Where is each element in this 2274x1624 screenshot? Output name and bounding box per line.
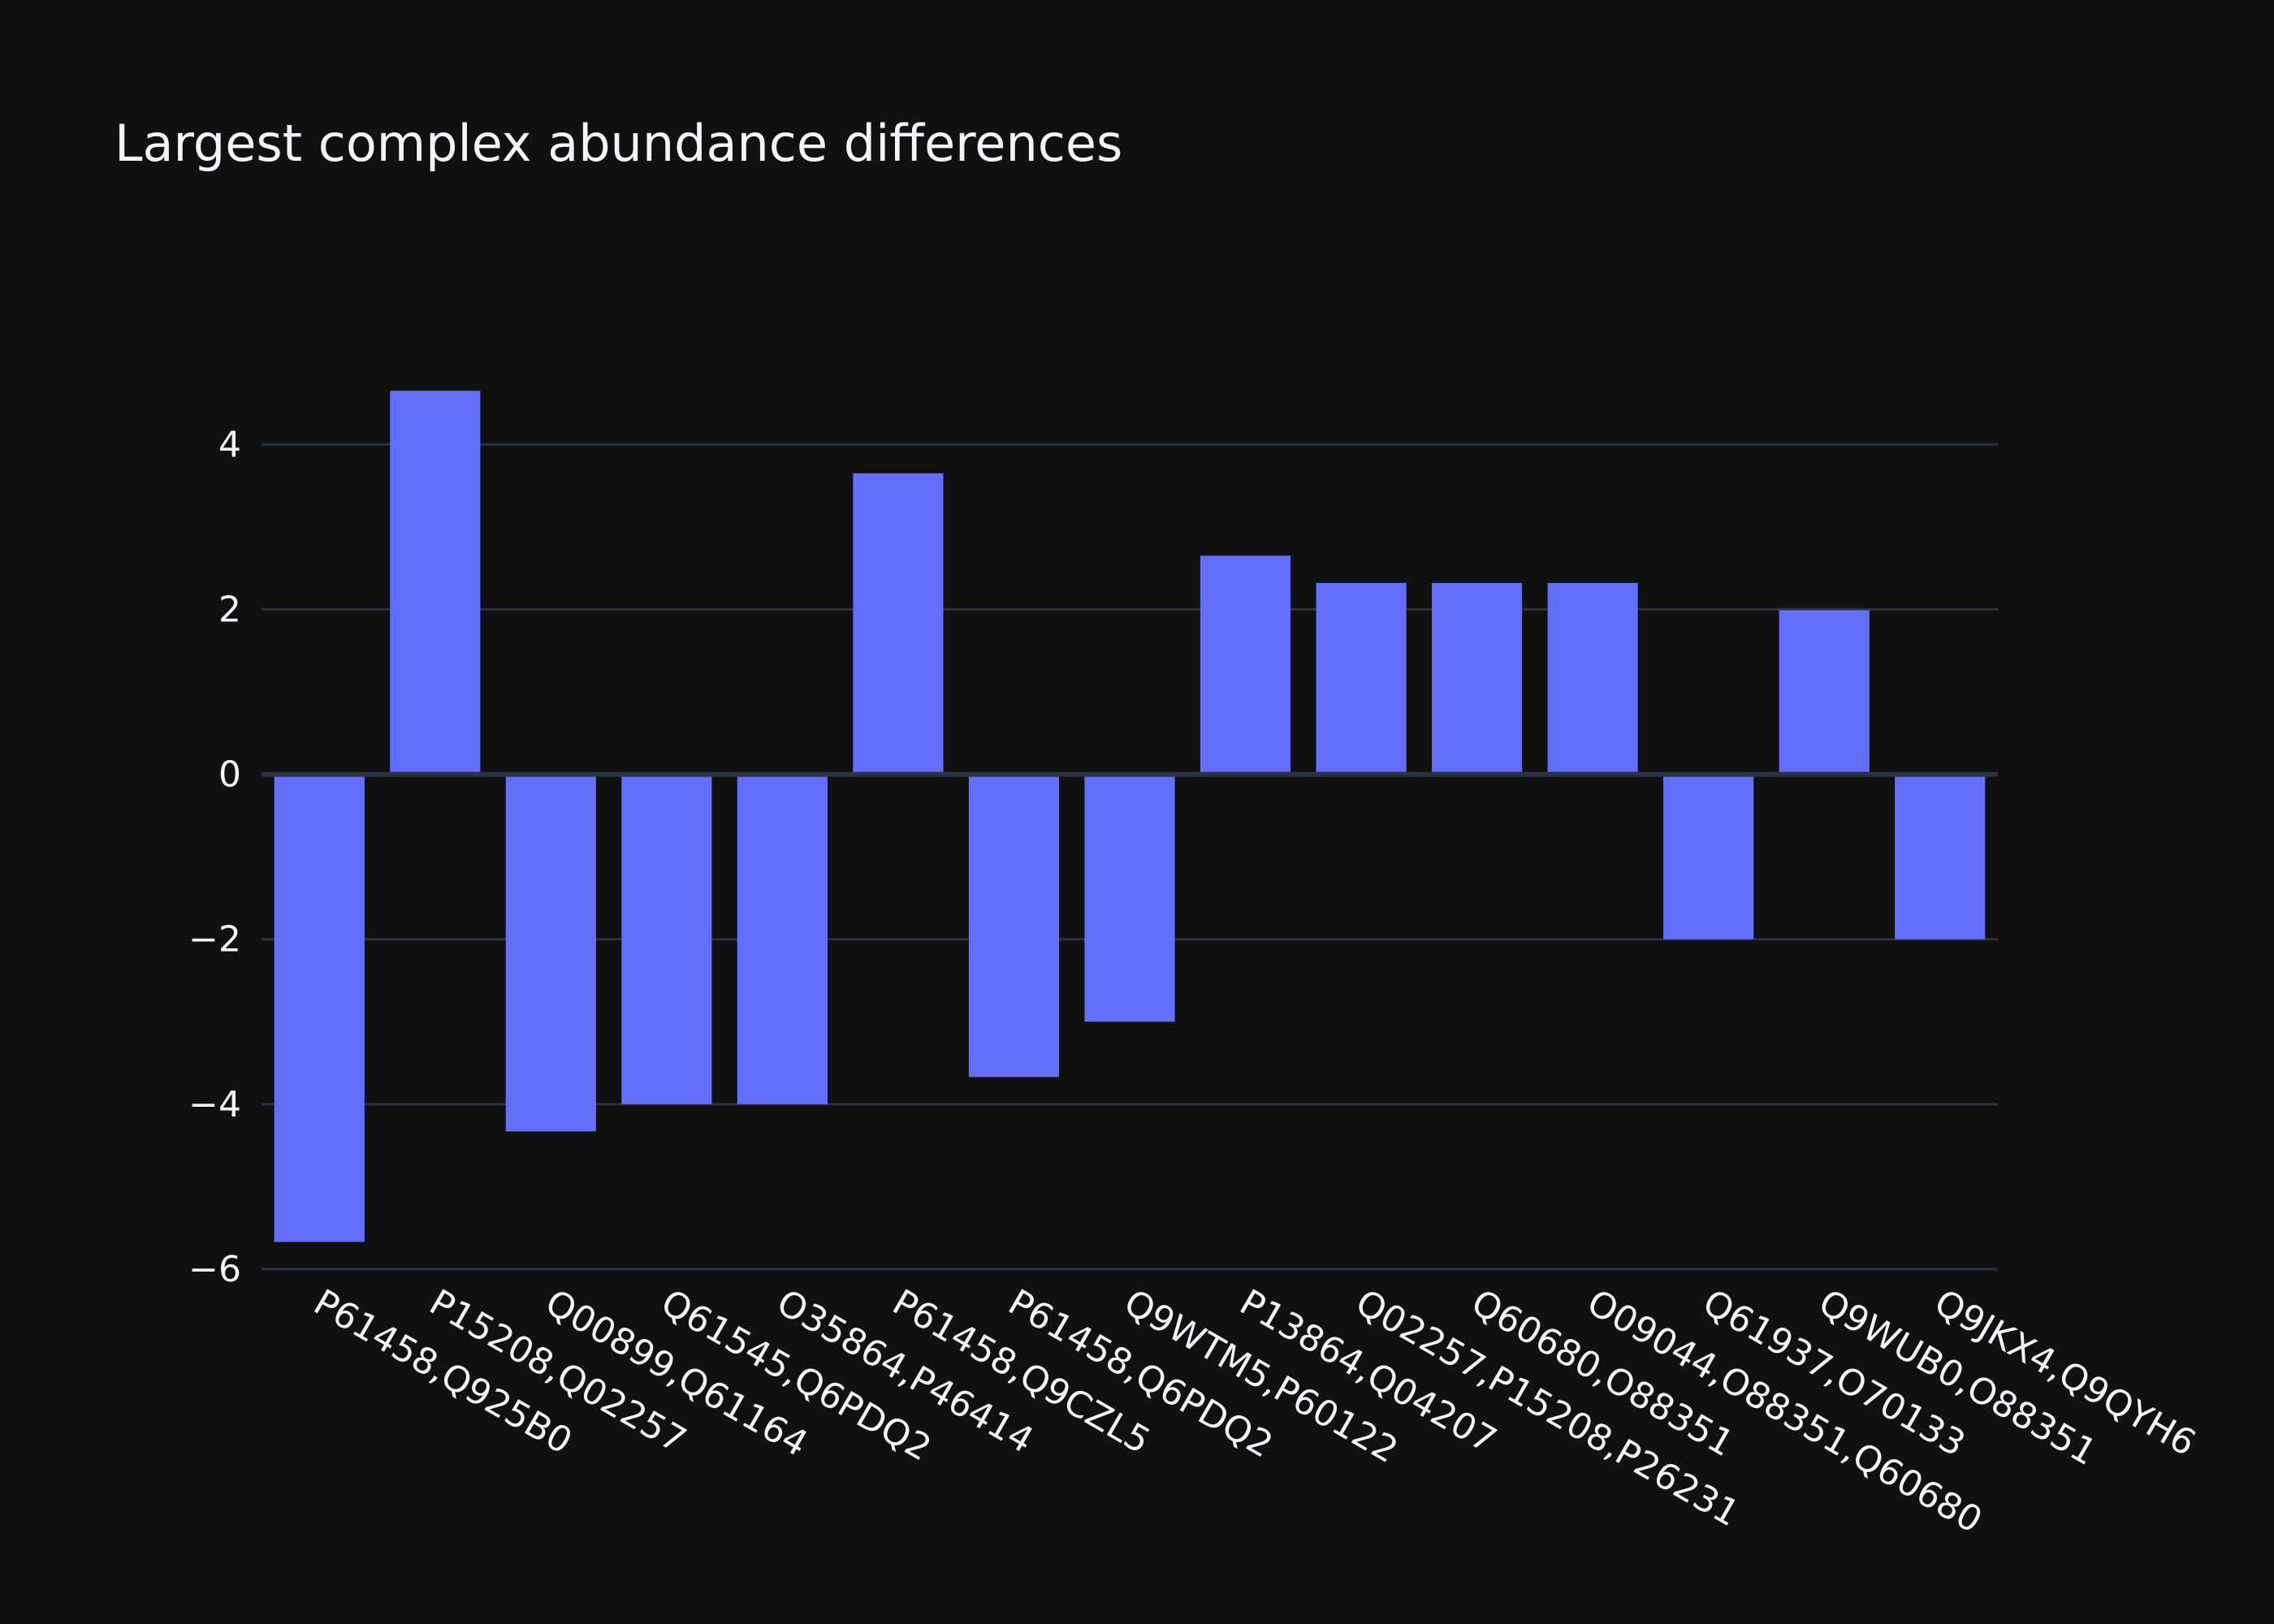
bar: [1432, 582, 1523, 775]
bar: [505, 774, 596, 1132]
bar: [968, 774, 1060, 1078]
bar: [1084, 774, 1175, 1022]
y-tick-label: −2: [188, 919, 241, 961]
bar: [853, 473, 944, 775]
bars: [274, 391, 1986, 1242]
bar: [1200, 555, 1291, 775]
bar: [1895, 774, 1986, 939]
chart-title: Largest complex abundance differences: [115, 114, 1122, 173]
bar: [390, 391, 481, 775]
bar: [274, 774, 365, 1242]
bar: [737, 774, 828, 1104]
x-axis-ticks: P61458,Q925B0P15208,Q02257Q00899,Q61164Q…: [307, 1281, 2203, 1541]
y-tick-label: −4: [188, 1084, 241, 1125]
bar: [1316, 582, 1407, 775]
y-axis-ticks: −6 −4 −2 0 2 4: [188, 424, 241, 1290]
y-tick-label: 2: [218, 589, 241, 630]
bar: [1663, 774, 1754, 939]
bar: [1547, 582, 1638, 775]
bar: [621, 774, 712, 1104]
y-tick-label: 0: [218, 754, 241, 796]
y-tick-label: 4: [218, 424, 241, 465]
bar: [1779, 610, 1870, 775]
y-tick-label: −6: [188, 1249, 241, 1290]
